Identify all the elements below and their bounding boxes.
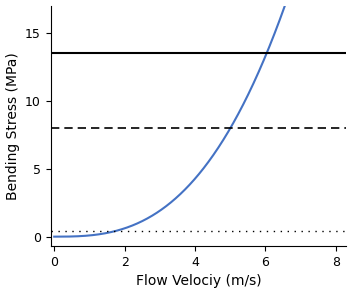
Y-axis label: Bending Stress (MPa): Bending Stress (MPa) [6,52,20,200]
X-axis label: Flow Velociy (m/s): Flow Velociy (m/s) [136,274,262,288]
